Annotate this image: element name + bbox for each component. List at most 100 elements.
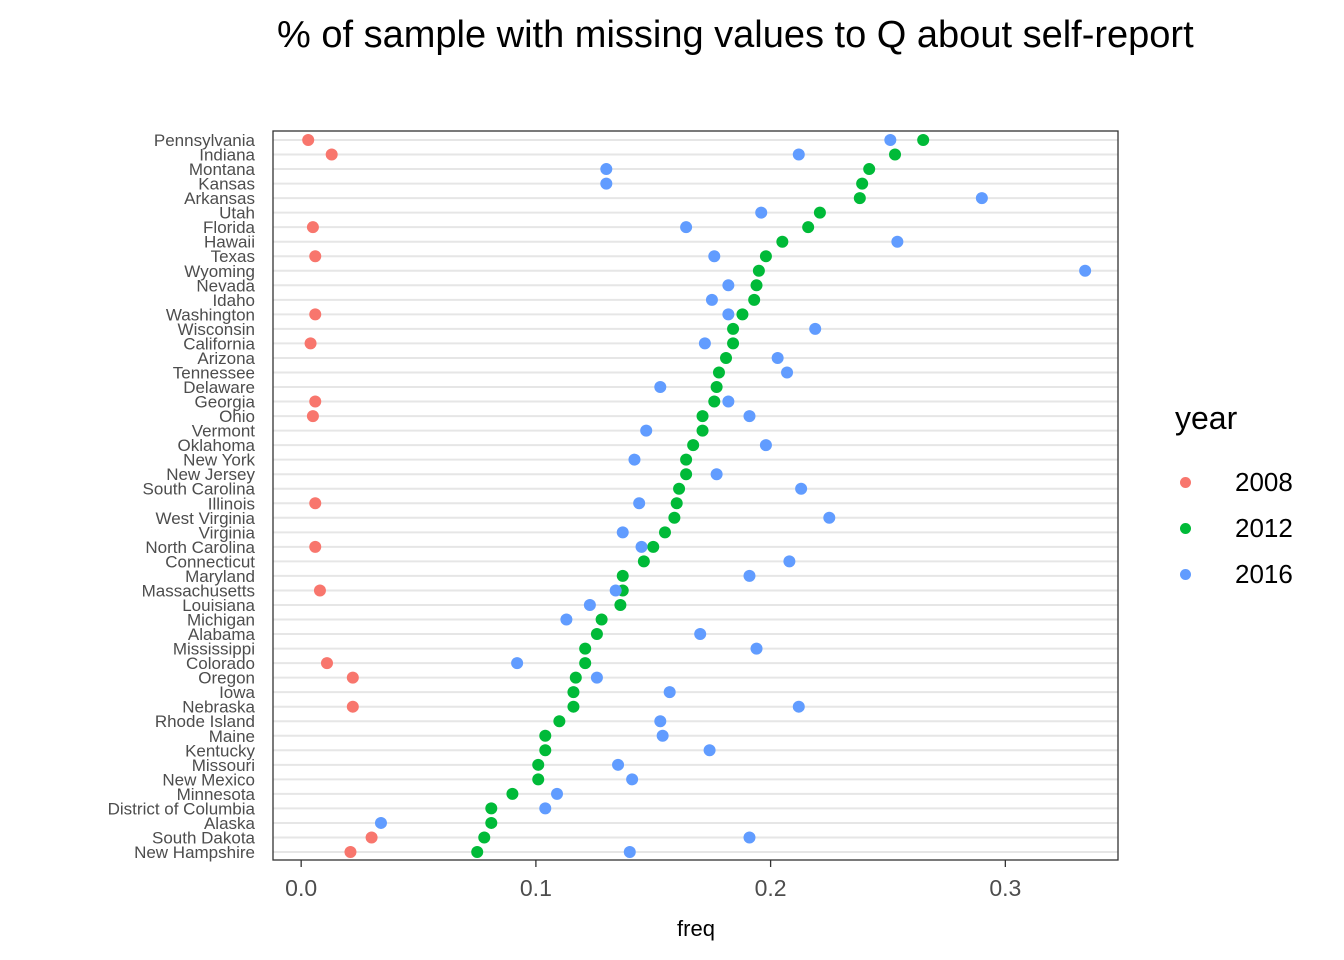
point-2016-maryland — [743, 569, 756, 582]
plot-panel-border — [272, 130, 1119, 861]
point-2008-massachusetts — [313, 584, 326, 597]
point-2016-alaska — [374, 816, 387, 829]
y-label-south-carolina: South Carolina — [143, 480, 256, 499]
y-label-utah: Utah — [219, 204, 255, 223]
point-2016-pennsylvania — [884, 134, 897, 146]
y-label-pennsylvania: Pennsylvania — [154, 131, 256, 150]
legend-item-2012: 2012 — [1175, 505, 1293, 551]
point-2008-florida — [306, 221, 319, 234]
legend-label-2012: 2012 — [1235, 512, 1293, 543]
point-2016-utah — [755, 206, 768, 219]
point-2016-district-of-columbia — [539, 802, 552, 815]
point-2016-delaware — [654, 381, 667, 394]
y-label-kansas: Kansas — [198, 175, 255, 194]
point-2016-massachusetts — [609, 584, 622, 597]
point-2012-maine — [539, 729, 552, 742]
point-2016-virginia — [616, 526, 629, 539]
y-label-wyoming: Wyoming — [184, 262, 255, 281]
point-2012-nebraska — [567, 700, 580, 713]
point-2016-mississippi — [750, 642, 763, 655]
y-label-maine: Maine — [209, 727, 255, 746]
point-2016-indiana — [792, 148, 805, 161]
point-2016-new-hampshire — [623, 846, 636, 858]
y-label-michigan: Michigan — [187, 611, 255, 630]
point-2012-district-of-columbia — [485, 802, 498, 815]
point-2016-nevada — [722, 279, 735, 292]
y-label-new-hampshire: New Hampshire — [134, 843, 255, 862]
point-2012-utah — [813, 206, 826, 219]
point-2016-washington — [722, 308, 735, 321]
y-label-massachusetts: Massachusetts — [142, 581, 255, 600]
point-2008-south-dakota — [365, 831, 378, 844]
y-label-texas: Texas — [211, 247, 255, 266]
y-label-rhode-island: Rhode Island — [155, 712, 255, 731]
point-2008-north-carolina — [309, 540, 322, 553]
point-2016-new-york — [628, 453, 641, 466]
y-label-virginia: Virginia — [199, 523, 256, 542]
point-2012-idaho — [748, 293, 761, 306]
point-2012-arizona — [720, 351, 733, 364]
y-label-mississippi: Mississippi — [173, 640, 255, 659]
point-2016-colorado — [511, 657, 524, 670]
point-2008-colorado — [320, 657, 333, 670]
y-label-minnesota: Minnesota — [177, 785, 256, 804]
point-2016-michigan — [560, 613, 573, 626]
point-2016-florida — [680, 221, 693, 234]
point-2016-south-dakota — [743, 831, 756, 844]
y-label-illinois: Illinois — [208, 494, 255, 513]
point-2016-kansas — [600, 177, 613, 190]
point-2012-south-dakota — [478, 831, 491, 844]
point-2012-indiana — [889, 148, 902, 161]
point-2016-oregon — [590, 671, 603, 684]
legend-dot-2016 — [1180, 568, 1191, 580]
point-2016-california — [698, 337, 711, 350]
point-2012-hawaii — [776, 235, 789, 248]
point-2016-louisiana — [583, 598, 596, 611]
legend-item-2016: 2016 — [1175, 551, 1293, 597]
point-2012-connecticut — [637, 555, 650, 568]
point-2008-pennsylvania — [302, 134, 315, 146]
legend-label-2008: 2008 — [1235, 466, 1293, 497]
point-2016-idaho — [705, 293, 718, 306]
point-2012-nevada — [750, 279, 763, 292]
point-2016-south-carolina — [795, 482, 808, 495]
point-2016-new-mexico — [626, 773, 639, 786]
y-label-wisconsin: Wisconsin — [178, 320, 255, 339]
point-2012-arkansas — [853, 192, 866, 205]
point-2012-kansas — [856, 177, 869, 190]
point-2008-ohio — [306, 410, 319, 423]
point-2016-georgia — [722, 395, 735, 408]
y-label-oregon: Oregon — [198, 669, 255, 688]
y-label-district-of-columbia: District of Columbia — [108, 799, 256, 818]
point-2012-texas — [759, 250, 772, 263]
point-2012-virginia — [658, 526, 671, 539]
legend: year 2008 2012 2016 — [1175, 400, 1293, 597]
point-2016-minnesota — [551, 787, 564, 800]
y-label-colorado: Colorado — [186, 654, 255, 673]
x-tick-label-0.2: 0.2 — [755, 875, 787, 901]
y-label-california: California — [183, 334, 255, 353]
point-2016-arizona — [771, 351, 784, 364]
point-2008-california — [304, 337, 317, 350]
y-label-south-dakota: South Dakota — [152, 828, 256, 847]
point-2012-north-carolina — [647, 540, 660, 553]
y-label-washington: Washington — [166, 305, 255, 324]
y-label-connecticut: Connecticut — [165, 552, 255, 571]
point-2016-maine — [656, 729, 669, 742]
gridlines — [273, 139, 1118, 853]
point-2012-new-hampshire — [471, 846, 484, 858]
point-2016-tennessee — [781, 366, 794, 379]
point-2012-kentucky — [539, 744, 552, 757]
y-label-idaho: Idaho — [212, 291, 255, 310]
y-label-montana: Montana — [189, 160, 256, 179]
point-2012-colorado — [579, 657, 592, 670]
point-2012-vermont — [696, 424, 709, 437]
point-2016-alabama — [694, 628, 707, 641]
x-tick-label-0.1: 0.1 — [520, 875, 552, 901]
point-2012-missouri — [532, 758, 545, 771]
point-2016-iowa — [663, 686, 676, 699]
point-2016-north-carolina — [635, 540, 648, 553]
point-2012-west-virginia — [668, 511, 681, 524]
y-label-vermont: Vermont — [192, 422, 256, 441]
y-label-maryland: Maryland — [185, 567, 255, 586]
